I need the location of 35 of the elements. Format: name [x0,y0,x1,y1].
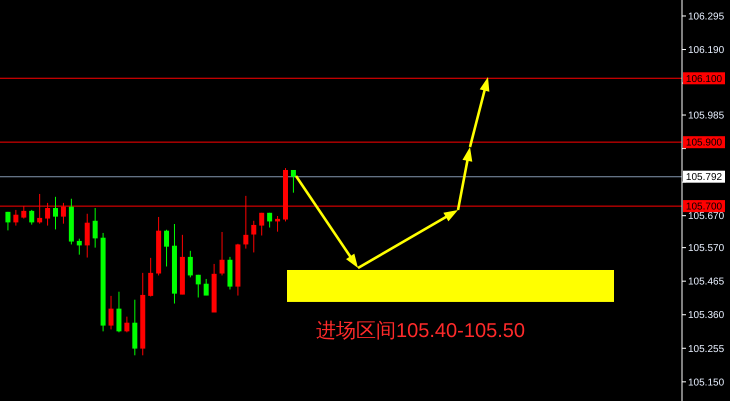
candlestick [148,257,154,298]
y-tick-label: 106.295 [688,11,725,22]
ref-line-label: 105.700 [686,202,723,213]
candlestick [5,211,10,231]
y-tick-label: 105.255 [688,344,725,355]
candlestick [164,229,170,267]
band-label: 进场区间105.40-105.50 [316,320,526,342]
candlestick [275,215,280,232]
y-tick-label: 106.190 [688,45,725,56]
candlestick [124,316,130,333]
candlestick [92,208,98,248]
candlestick [267,212,272,228]
candlestick [220,231,225,276]
candlestick [188,250,193,278]
y-tick-label: 105.150 [688,377,725,388]
y-tick-label: 105.465 [688,276,725,288]
candlestick [251,220,256,253]
y-tick-label: 105.570 [688,243,725,254]
ref-line-label: 106.100 [686,74,723,85]
candlestick [116,291,122,333]
candlestick [204,278,209,296]
ref-line-label: 105.900 [686,138,723,149]
candlestick [13,209,18,226]
candlestick [259,212,264,236]
y-tick-label: 105.670 [688,211,725,222]
candlestick [29,209,34,226]
y-tick-label: 105.360 [688,310,725,322]
candlestick [76,238,82,256]
y-tick-label: 105.985 [688,110,725,122]
candlestick [196,274,201,298]
ref-line-label: 105.792 [686,172,723,184]
candlestick [53,196,58,230]
candlestick [84,213,90,258]
candlestick [290,169,296,194]
candlestick [108,295,114,330]
